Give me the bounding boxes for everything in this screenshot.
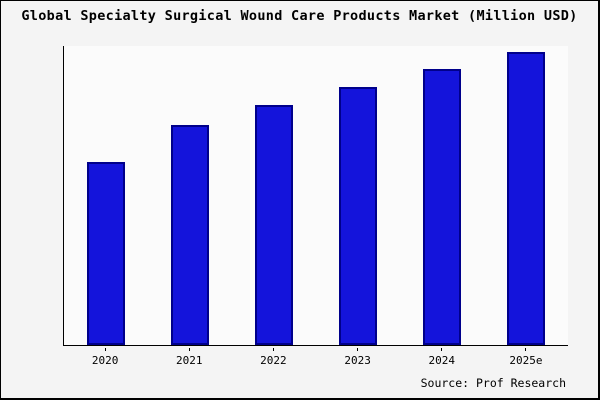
- axis-tick: [272, 348, 274, 351]
- x-label-slot: 2025e: [484, 348, 568, 368]
- bar-2023: [339, 87, 377, 345]
- bar-slot: [64, 46, 148, 345]
- x-label-slot: 2023: [316, 348, 400, 368]
- x-label-slot: 2020: [63, 348, 147, 368]
- x-tick-label: 2023: [344, 354, 371, 367]
- x-tick-label: 2025e: [509, 354, 543, 367]
- axis-tick: [357, 348, 359, 351]
- bar-slot: [484, 46, 568, 345]
- axis-tick: [525, 348, 527, 351]
- bar-2022: [255, 105, 293, 345]
- x-label-slot: 2021: [147, 348, 231, 368]
- x-label-slot: 2024: [400, 348, 484, 368]
- bar-2021: [171, 124, 209, 345]
- bar-2020: [87, 162, 125, 345]
- x-tick-label: 2020: [91, 354, 119, 367]
- plot-area: [63, 46, 568, 346]
- x-axis-labels: 2020 2021 2022 2023 2024 2025e: [63, 348, 568, 368]
- axis-tick: [441, 348, 443, 351]
- x-tick-label: 2021: [176, 354, 203, 367]
- bars: [64, 46, 568, 345]
- bar-slot: [316, 46, 400, 345]
- bar-slot: [148, 46, 232, 345]
- axis-tick: [104, 348, 106, 351]
- bar-slot: [400, 46, 484, 345]
- source-note: Source: Prof Research: [420, 376, 566, 390]
- bar-2024: [423, 68, 461, 345]
- bar-slot: [232, 46, 316, 345]
- x-tick-label: 2022: [260, 354, 287, 367]
- bar-2025e: [507, 51, 545, 345]
- x-tick-label: 2024: [428, 354, 456, 367]
- x-label-slot: 2022: [231, 348, 315, 368]
- chart-title: Global Specialty Surgical Wound Care Pro…: [21, 8, 578, 24]
- axis-tick: [188, 348, 190, 351]
